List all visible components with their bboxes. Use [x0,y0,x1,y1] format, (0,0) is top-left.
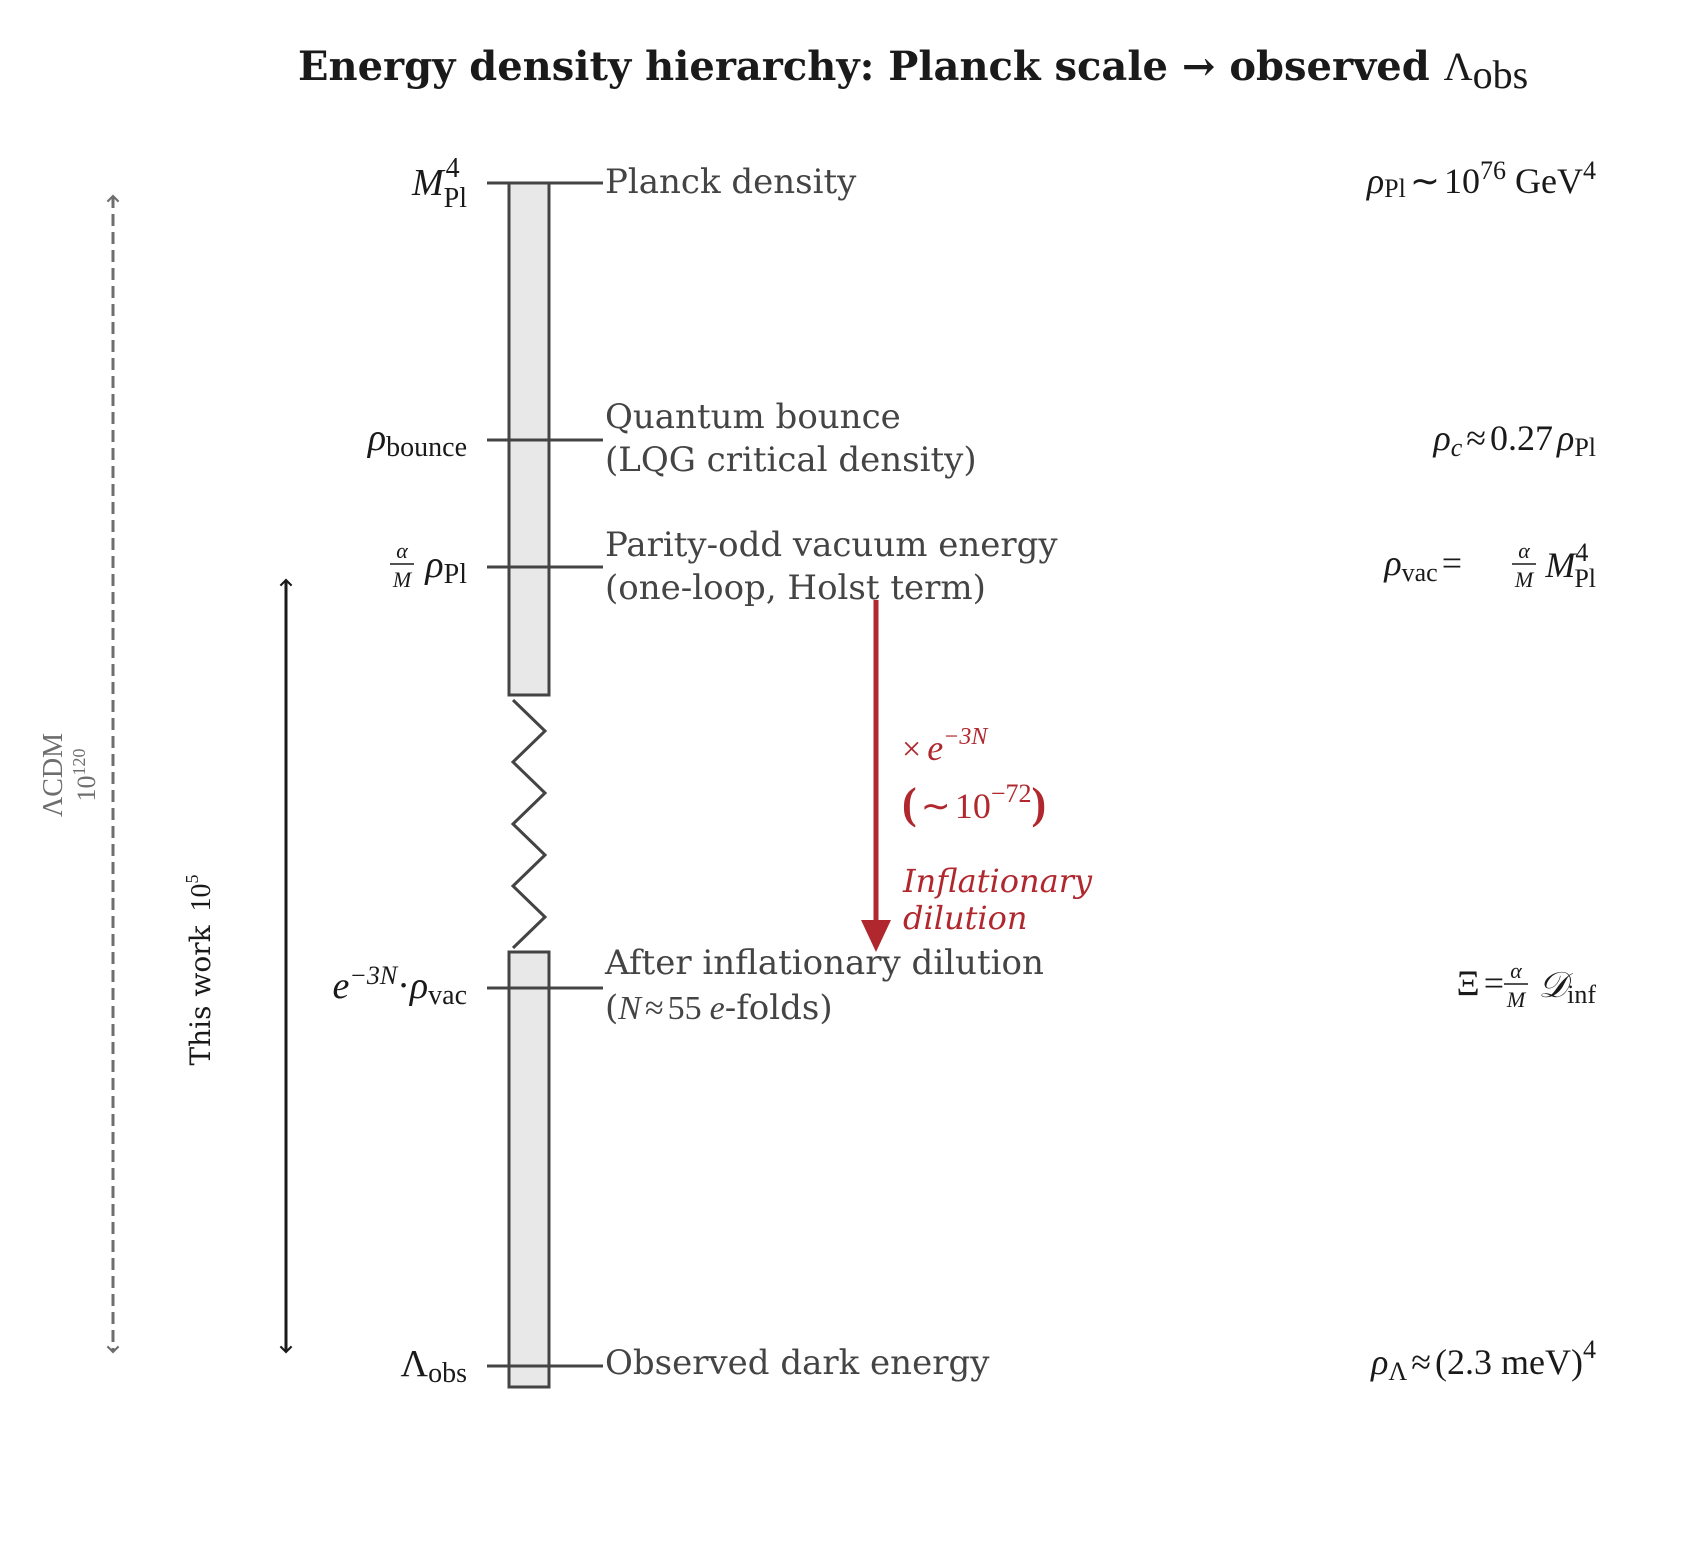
description-parity-line2: (one-loop, Holst term) [605,568,986,608]
svg-text:Ξ=: Ξ = [1457,963,1504,1003]
description-bounce-line1: Quantum bounce [605,397,901,437]
svg-text:ρPl: ρPl [424,544,467,590]
description-after-inflation-line2: (N ≈55 e-folds) [605,988,833,1028]
formula-after-inflation: Ξ = α M 𝒟inf [1457,958,1597,1012]
this-work-label: This work105 [182,874,217,1065]
description-bounce-line2: (LQG critical density) [605,440,977,480]
scale-break-zigzag [510,698,548,950]
lcdm-label: ΛCDM [38,733,69,817]
left-label-observed: Λobs [401,1343,467,1389]
lcdm-value: 10120 [69,749,101,802]
left-label-parity-odd: α M ρPl [390,538,467,592]
formula-planck: ρPl ∼ 1076 GeV4 [1366,156,1596,203]
svg-text:α: α [396,538,408,563]
dilution-arrow-head-icon [861,920,891,952]
description-parity-line1: Parity-odd vacuum energy [605,525,1058,565]
dilution-caption-line1: Inflationary [902,862,1093,900]
formula-parity-odd: ρvac = α M M4 Pl [1383,538,1596,593]
formula-bounce: ρc ≈0.27 ρPl [1432,418,1596,462]
dilution-factor: × e−3N [902,724,989,768]
svg-text:𝒟inf: 𝒟inf [1538,965,1596,1009]
lower-scale-bar [507,950,551,1389]
description-observed: Observed dark energy [605,1343,990,1383]
left-label-after-inflation: e−3N·ρvac [332,961,467,1011]
svg-text:ρvac=: ρvac = [1383,543,1462,587]
formula-observed: ρΛ ≈ (2.3 meV)4 [1370,1335,1596,1386]
diagram-title: Energy density hierarchy: Planck scale →… [298,43,1528,97]
svg-text:M: M [392,567,413,592]
svg-text:α: α [1518,538,1530,563]
left-label-planck: M4 Pl [411,153,467,214]
svg-text:M: M [1506,987,1527,1012]
description-after-inflation-line1: After inflationary dilution [604,943,1044,983]
left-label-bounce: ρbounce [367,417,467,463]
svg-text:α: α [1510,958,1522,983]
svg-text:M: M [1514,567,1535,592]
dilution-caption-line2: dilution [903,899,1028,937]
dilution-magnitude: (∼ 10−72) [902,779,1046,828]
description-planck: Planck density [605,162,857,202]
